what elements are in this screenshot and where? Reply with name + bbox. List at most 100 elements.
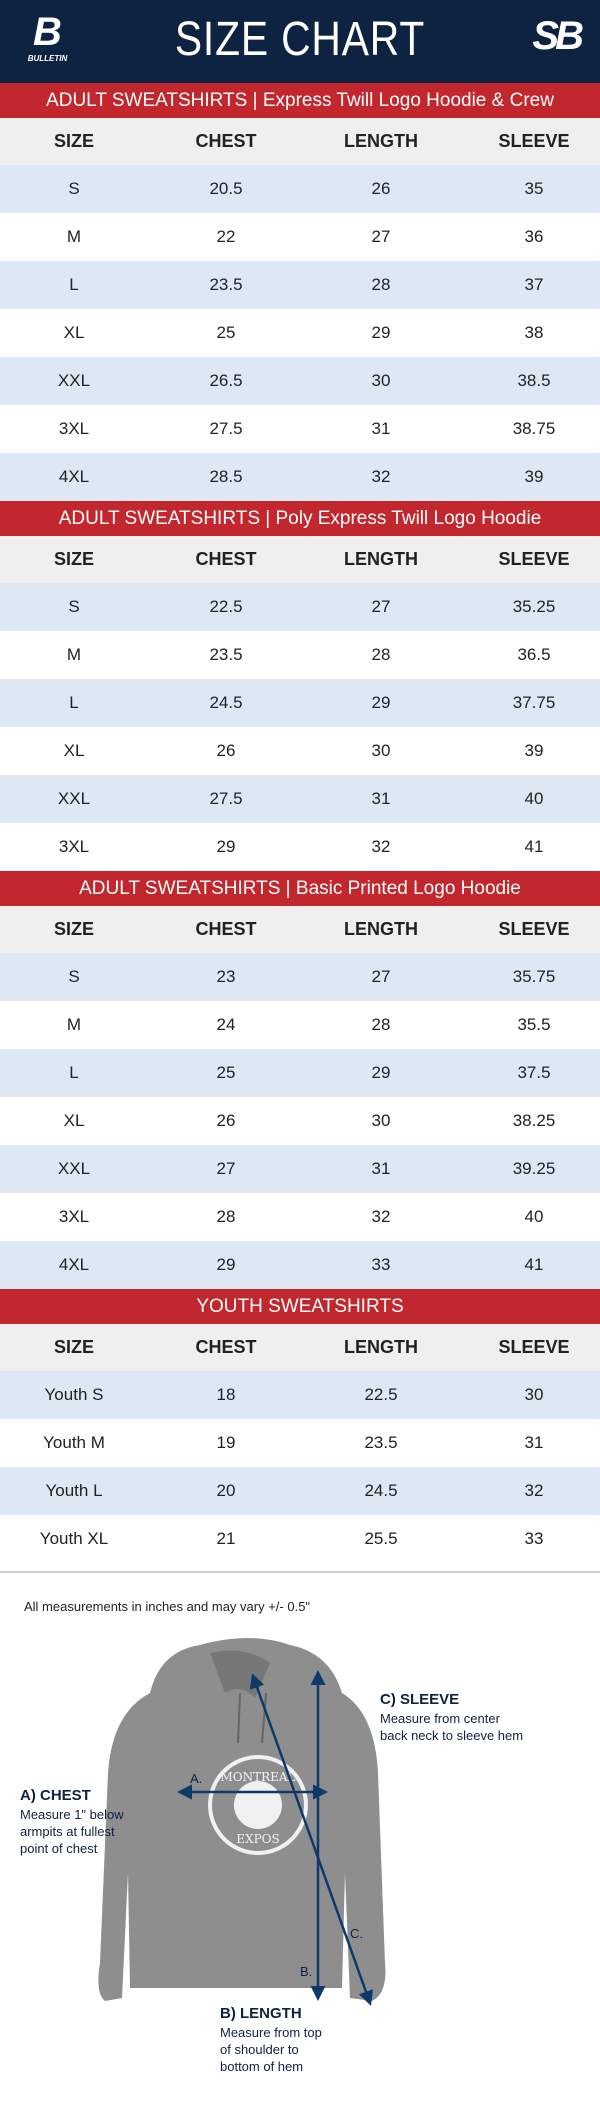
length-label: B) LENGTH Measure from top of shoulder to… [220, 2005, 322, 2074]
page-title: SIZE CHART [174, 13, 426, 66]
table-row: L 23.5 28 37 [0, 261, 600, 309]
table-cell: L [69, 693, 79, 712]
column-header-row: SIZE CHEST LENGTH SLEEVE [0, 1324, 600, 1371]
table-cell: 26.5 [209, 371, 243, 390]
table-cell: 38.75 [512, 419, 556, 438]
column-header: SIZE [53, 549, 95, 569]
table-cell: 28 [371, 645, 391, 664]
column-header: SLEEVE [498, 549, 570, 569]
table-cell: 18 [216, 1385, 236, 1404]
table-cell: 35.5 [517, 1015, 551, 1034]
table-cell: 26 [216, 1111, 236, 1130]
length-marker: B. [300, 1964, 312, 1979]
section-title: ADULT SWEATSHIRTS | Express Twill Logo H… [0, 83, 600, 118]
table-cell: 29 [371, 693, 391, 712]
table-cell: 40 [524, 789, 544, 808]
table-row: XXL 26.5 30 38.5 [0, 357, 600, 405]
table-cell: 39 [524, 467, 544, 486]
table-cell: 33 [524, 1529, 544, 1548]
table-cell: Youth XL [39, 1529, 109, 1548]
table-cell: 24.5 [209, 693, 243, 712]
table-cell: XL [63, 741, 85, 760]
table-cell: 23.5 [209, 645, 243, 664]
table-cell: 28 [371, 1015, 391, 1034]
column-header-row: SIZE CHEST LENGTH SLEEVE [0, 118, 600, 165]
table-cell: 28 [216, 1207, 236, 1226]
section-title: ADULT SWEATSHIRTS | Poly Express Twill L… [0, 501, 600, 536]
table-cell: 27 [371, 597, 391, 616]
table-row: S 22.5 27 35.25 [0, 583, 600, 631]
chest-label: A) CHEST Measure 1" below armpits at full… [20, 1787, 124, 1856]
column-header: LENGTH [344, 1337, 418, 1357]
size-table-section: ADULT SWEATSHIRTS | Basic Printed Logo H… [0, 871, 600, 1289]
table-cell: 32 [371, 467, 391, 486]
table-row: M 24 28 35.5 [0, 1001, 600, 1049]
table-row: XL 25 29 38 [0, 309, 600, 357]
sleeve-arrow [249, 1673, 374, 2006]
column-header: LENGTH [344, 131, 418, 151]
table-row: L 24.5 29 37.75 [0, 679, 600, 727]
size-table-section: ADULT SWEATSHIRTS | Poly Express Twill L… [0, 501, 600, 871]
table-row: Youth S 18 22.5 30 [0, 1371, 600, 1419]
table-cell: M [66, 1015, 82, 1034]
sb-logo: SB [532, 14, 584, 58]
table-row: 3XL 29 32 41 [0, 823, 600, 871]
table-cell: 22.5 [209, 597, 243, 616]
table-row: 4XL 29 33 41 [0, 1241, 600, 1289]
table-cell: 22.5 [364, 1385, 398, 1404]
table-cell: 29 [216, 837, 236, 856]
table-cell: L [69, 1063, 79, 1082]
sleeve-label: C) SLEEVE Measure from center back neck t… [380, 1691, 524, 1743]
table-cell: S [68, 967, 80, 986]
table-cell: 30 [371, 371, 391, 390]
table-cell: 25.5 [364, 1529, 398, 1548]
section-title: ADULT SWEATSHIRTS | Basic Printed Logo H… [0, 871, 600, 906]
chest-marker: A. [190, 1771, 202, 1786]
table-cell: 27 [371, 967, 391, 986]
table-cell: 23 [216, 967, 236, 986]
table-cell: 23.5 [364, 1433, 398, 1452]
table-cell: 3XL [58, 1207, 90, 1226]
column-header: SIZE [53, 1337, 95, 1357]
table-cell: 32 [524, 1481, 544, 1500]
table-row: M 23.5 28 36.5 [0, 631, 600, 679]
column-header: SLEEVE [498, 131, 570, 151]
table-cell: 32 [371, 837, 391, 856]
measurement-diagram: All measurements in inches and may vary … [0, 1573, 600, 2110]
column-header: CHEST [195, 919, 257, 939]
measurement-note: All measurements in inches and may vary … [24, 1599, 311, 1614]
table-cell: XL [63, 1111, 85, 1130]
table-cell: Youth L [45, 1481, 103, 1500]
column-header: LENGTH [344, 919, 418, 939]
table-cell: 41 [524, 837, 544, 856]
table-cell: 3XL [58, 419, 90, 438]
size-table-section: ADULT SWEATSHIRTS | Express Twill Logo H… [0, 83, 600, 501]
column-header-row: SIZE CHEST LENGTH SLEEVE [0, 906, 600, 953]
table-cell: 36 [524, 227, 544, 246]
table-cell: 27.5 [209, 789, 243, 808]
table-cell: 40 [524, 1207, 544, 1226]
table-row: 3XL 27.5 31 38.75 [0, 405, 600, 453]
table-cell: 31 [371, 789, 391, 808]
table-cell: 24 [216, 1015, 236, 1034]
table-cell: 24.5 [364, 1481, 398, 1500]
table-cell: 30 [371, 741, 391, 760]
table-cell: 20 [216, 1481, 236, 1500]
table-row: S 23 27 35.75 [0, 953, 600, 1001]
table-cell: 26 [216, 741, 236, 760]
table-cell: 31 [371, 419, 391, 438]
table-cell: 29 [371, 1063, 391, 1082]
size-tables: ADULT SWEATSHIRTS | Express Twill Logo H… [0, 83, 600, 1563]
table-cell: 38.25 [512, 1111, 556, 1130]
table-cell: 38.5 [517, 371, 551, 390]
column-header: SIZE [53, 131, 95, 151]
table-cell: 27.5 [209, 419, 243, 438]
column-header: CHEST [195, 1337, 257, 1357]
logo-text-bottom: EXPOS [236, 1832, 279, 1846]
table-row: 4XL 28.5 32 39 [0, 453, 600, 501]
section-title: YOUTH SWEATSHIRTS [0, 1289, 600, 1324]
table-row: XXL 27 31 39.25 [0, 1145, 600, 1193]
column-header: CHEST [195, 549, 257, 569]
table-cell: 30 [371, 1111, 391, 1130]
table-cell: 22 [216, 227, 236, 246]
